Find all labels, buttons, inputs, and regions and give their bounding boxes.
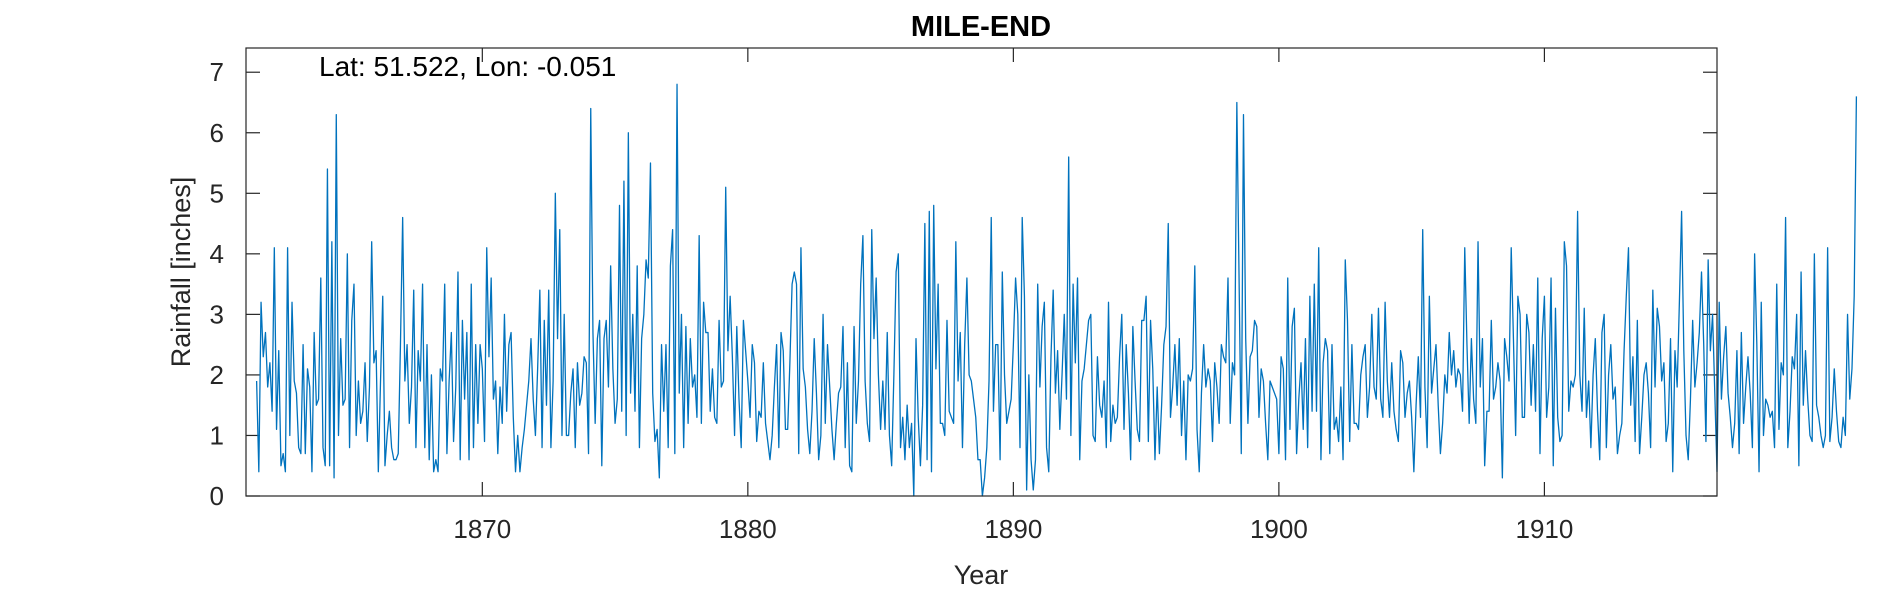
y-tick-label-7: 7 [210,57,224,87]
location-annotation: Lat: 51.522, Lon: -0.051 [319,51,616,82]
x-tick-label-1870: 1870 [453,514,511,544]
x-tick-label-1910: 1910 [1515,514,1573,544]
y-tick-label-6: 6 [210,118,224,148]
x-tick-label-1880: 1880 [719,514,777,544]
y-tick-label-5: 5 [210,178,224,208]
chart-title: MILE-END [911,11,1051,43]
y-tick-label-4: 4 [210,239,224,269]
x-tick-label-1900: 1900 [1250,514,1308,544]
x-tick-labels: 1870 1880 1890 1900 1910 [453,514,1573,544]
plot-area-frame [245,47,1718,497]
series-line-rainfall [255,83,1858,497]
y-tick-label-3: 3 [210,299,224,329]
y-axis-label: Rainfall [inches] [166,177,196,368]
y-tick-label-2: 2 [210,360,224,390]
y-tick-labels: 0 1 2 3 4 5 6 7 [210,57,224,511]
plot-area-background [246,48,1717,496]
x-tick-label-1890: 1890 [984,514,1042,544]
y-tick-label-1: 1 [210,420,224,450]
y-tick-label-0: 0 [210,481,224,511]
x-axis-label: Year [954,560,1009,590]
